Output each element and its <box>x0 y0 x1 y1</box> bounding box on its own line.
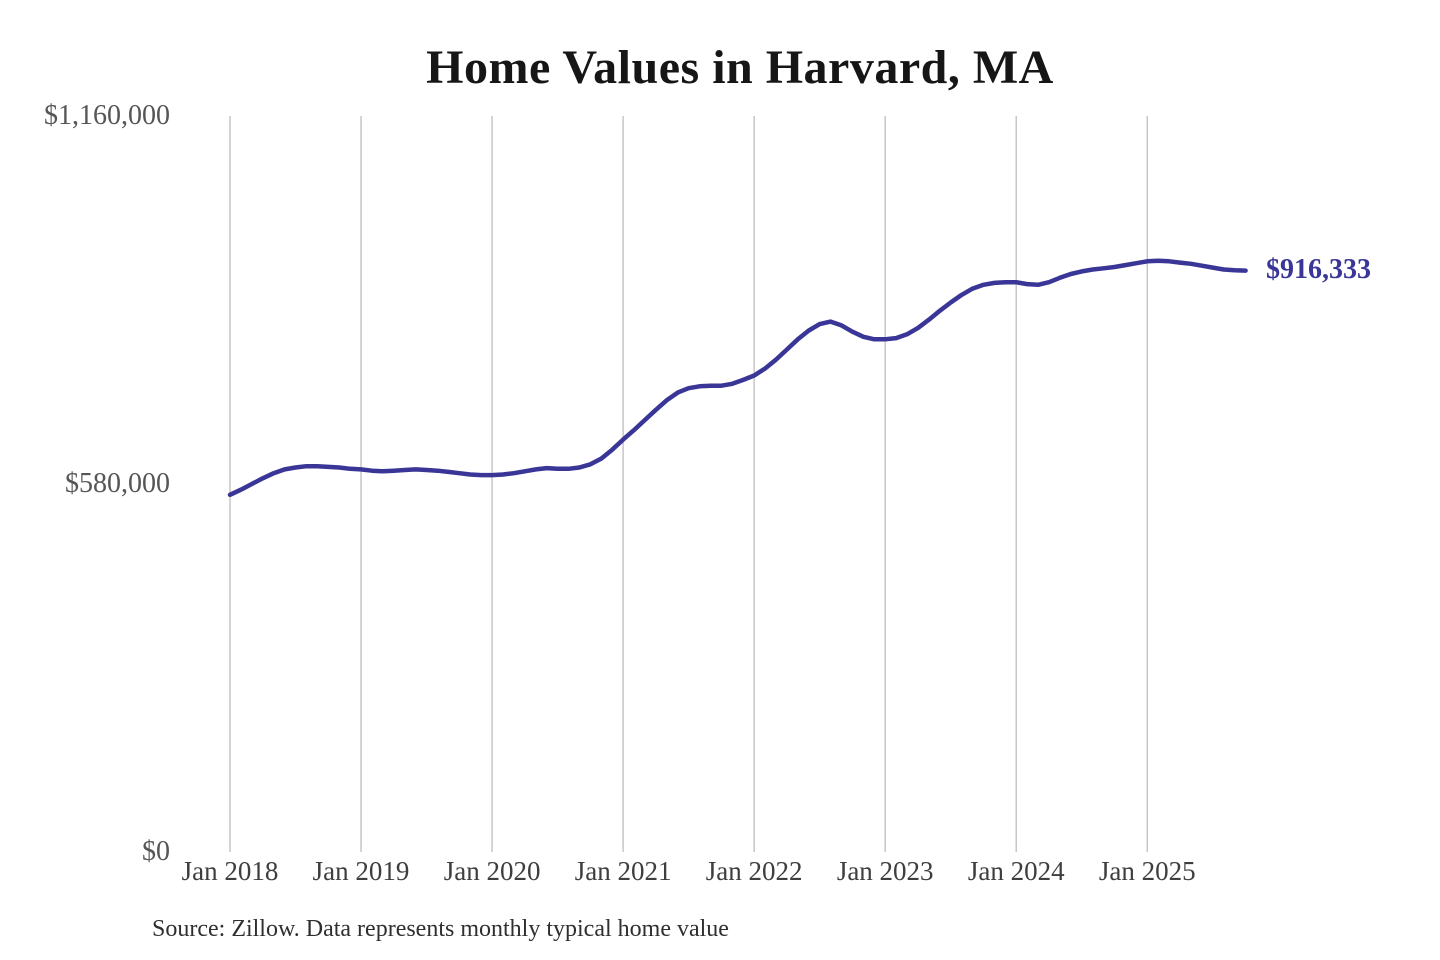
latest-value-label: $916,333 <box>1266 253 1371 285</box>
x-axis-tick-label: Jan 2019 <box>312 856 410 886</box>
y-axis-tick-label: $1,160,000 <box>44 100 170 131</box>
chart-title: Home Values in Harvard, MA <box>426 41 1054 94</box>
x-axis-tick-label: Jan 2023 <box>836 856 934 886</box>
x-axis-tick-label: Jan 2021 <box>574 856 672 886</box>
y-axis-tick-label: $0 <box>142 836 170 867</box>
x-axis-tick-label: Jan 2024 <box>967 856 1065 886</box>
home-value-series-line <box>227 258 1248 498</box>
y-axis-tick-label: $580,000 <box>65 468 170 499</box>
x-axis-tick-label: Jan 2018 <box>181 856 279 886</box>
x-axis-tick-label: Jan 2022 <box>705 856 803 886</box>
source-note: Source: Zillow. Data represents monthly … <box>152 916 729 942</box>
x-axis-tick-label: Jan 2020 <box>443 856 541 886</box>
x-axis-tick-label: Jan 2025 <box>1098 856 1196 886</box>
